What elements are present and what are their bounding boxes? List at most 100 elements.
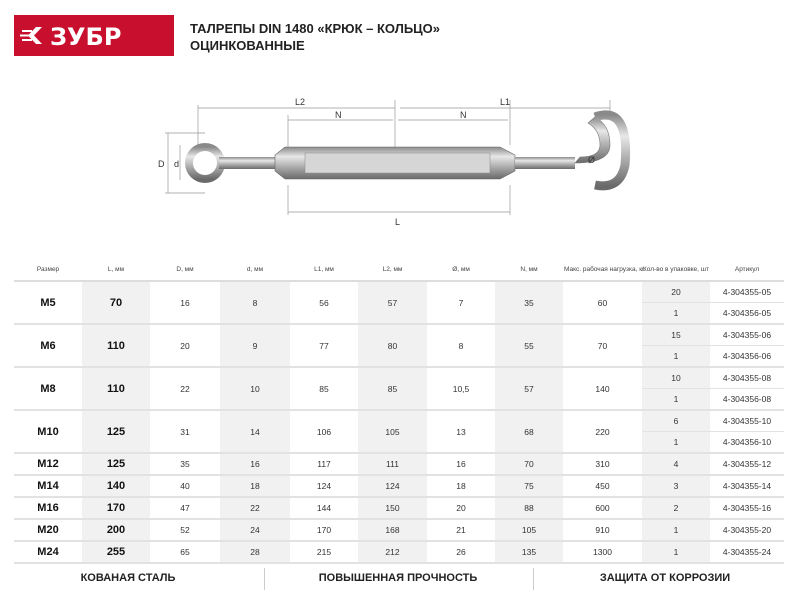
cell-L1: 56: [290, 281, 358, 325]
cell-load: 70: [563, 324, 642, 368]
logo-text: ЗУБР: [50, 23, 121, 51]
column-header: N, мм: [495, 258, 563, 282]
column-header: Артикул: [710, 258, 784, 282]
cell-L: 200: [82, 519, 150, 542]
cell-L1: 215: [290, 541, 358, 564]
column-header: d, мм: [220, 258, 290, 282]
cell-N: 35: [495, 281, 563, 325]
cell-d: 18: [220, 475, 290, 498]
cell-L: 70: [82, 281, 150, 325]
cell-N: 70: [495, 453, 563, 476]
cell-article: 4-304355-05: [710, 281, 784, 303]
cell-article: 4-304356-05: [710, 302, 784, 325]
cell-qty: 1: [642, 519, 710, 542]
cell-D: 52: [150, 519, 220, 542]
cell-L: 170: [82, 497, 150, 520]
cell-L1: 124: [290, 475, 358, 498]
table-row: M24 255 65 28 215 212 26 135 1300 1 4-304355-24: [14, 541, 784, 564]
cell-L1: 117: [290, 453, 358, 476]
cell-L: 110: [82, 324, 150, 368]
cell-d: 22: [220, 497, 290, 520]
title-line-2: ОЦИНКОВАННЫЕ: [190, 38, 305, 53]
cell-load: 60: [563, 281, 642, 325]
cell-qty: 1: [642, 345, 710, 368]
cell-size: M5: [14, 281, 82, 325]
cell-dia: 18: [427, 475, 495, 498]
cell-d: 14: [220, 410, 290, 454]
cell-N: 88: [495, 497, 563, 520]
cell-article: 4-304355-06: [710, 324, 784, 346]
specs-table: Размер L, мм D, мм d, мм L1, мм L2, мм Ø, мм N,…: [14, 258, 784, 564]
cell-d: 24: [220, 519, 290, 542]
cell-article: 4-304356-10: [710, 431, 784, 454]
cell-size: M14: [14, 475, 82, 498]
cell-dia: 10,5: [427, 367, 495, 411]
table-row: 1 4-304356-05: [14, 302, 784, 325]
cell-dia: 20: [427, 497, 495, 520]
table-row: M5 70 16 8 56 57 7 35 60 20 4-304355-05: [14, 281, 784, 325]
cell-article: 4-304355-16: [710, 497, 784, 520]
cell-load: 600: [563, 497, 642, 520]
cell-D: 22: [150, 367, 220, 411]
cell-article: 4-304355-10: [710, 410, 784, 432]
zubr-logo-icon: ЗУБР: [20, 23, 121, 51]
cell-N: 68: [495, 410, 563, 454]
cell-L1: 77: [290, 324, 358, 368]
cell-qty: 2: [642, 497, 710, 520]
column-header: Макс. рабочая нагрузка, кг.: [563, 258, 645, 282]
table-row: M10 125 31 14 106 105 13 68 220 6 4-304355-10: [14, 410, 784, 454]
cell-article: 4-304355-24: [710, 541, 784, 564]
cell-L2: 168: [358, 519, 427, 542]
cell-size: M6: [14, 324, 82, 368]
label-N-left: N: [335, 110, 342, 120]
cell-d: 9: [220, 324, 290, 368]
cell-qty: 4: [642, 453, 710, 476]
feature-strength: ПОВЫШЕННАЯ ПРОЧНОСТЬ: [318, 572, 478, 584]
table-header: Размер L, мм D, мм d, мм L1, мм L2, мм Ø, мм N,…: [14, 258, 784, 282]
cell-qty: 20: [642, 281, 710, 303]
cell-dia: 7: [427, 281, 495, 325]
cell-article: 4-304355-14: [710, 475, 784, 498]
table-row: M6 110 20 9 77 80 8 55 70 15 4-304355-06: [14, 324, 784, 368]
cell-L: 140: [82, 475, 150, 498]
cell-N: 135: [495, 541, 563, 564]
cell-D: 31: [150, 410, 220, 454]
feature-forged-steel: КОВАНАЯ СТАЛЬ: [80, 572, 176, 584]
table-row: M20 200 52 24 170 168 21 105 910 1 4-304355-20: [14, 519, 784, 542]
label-L: L: [395, 217, 400, 227]
label-L2: L2: [295, 97, 305, 107]
cell-D: 16: [150, 281, 220, 325]
cell-dia: 13: [427, 410, 495, 454]
cell-L2: 212: [358, 541, 427, 564]
label-L1: L1: [500, 97, 510, 107]
cell-qty: 1: [642, 431, 710, 454]
cell-article: 4-304355-20: [710, 519, 784, 542]
cell-L2: 105: [358, 410, 427, 454]
eye-ring: [185, 143, 225, 183]
cell-L1: 170: [290, 519, 358, 542]
column-header: Размер: [14, 258, 82, 282]
column-header: L, мм: [82, 258, 150, 282]
cell-qty: 1: [642, 388, 710, 411]
cell-L2: 150: [358, 497, 427, 520]
cell-N: 105: [495, 519, 563, 542]
cell-L2: 85: [358, 367, 427, 411]
cell-d: 10: [220, 367, 290, 411]
cell-article: 4-304356-08: [710, 388, 784, 411]
cell-qty: 15: [642, 324, 710, 346]
cell-d: 28: [220, 541, 290, 564]
cell-L: 110: [82, 367, 150, 411]
cell-L1: 85: [290, 367, 358, 411]
cell-L2: 124: [358, 475, 427, 498]
cell-load: 220: [563, 410, 642, 454]
label-N-right: N: [460, 110, 467, 120]
cell-dia: 16: [427, 453, 495, 476]
label-diameter: Ø: [588, 155, 595, 165]
cell-L1: 106: [290, 410, 358, 454]
divider: [264, 568, 265, 590]
cell-load: 450: [563, 475, 642, 498]
cell-N: 55: [495, 324, 563, 368]
cell-size: M20: [14, 519, 82, 542]
cell-size: M8: [14, 367, 82, 411]
cell-dia: 8: [427, 324, 495, 368]
